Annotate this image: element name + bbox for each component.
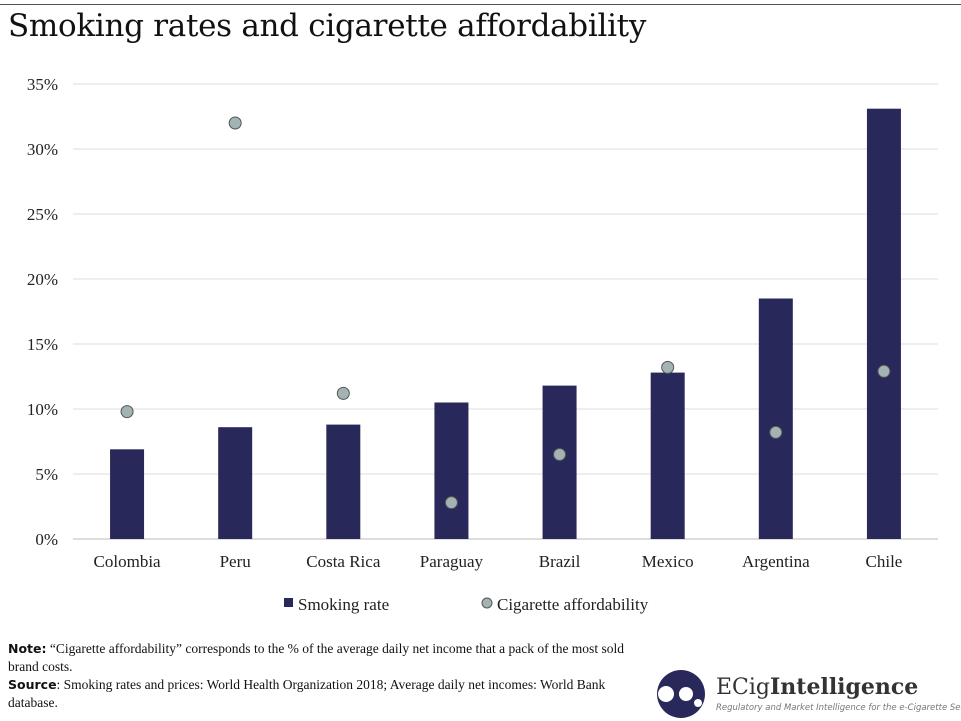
legend-label-smoking-rate: Smoking rate — [298, 595, 389, 614]
point-peru — [228, 116, 242, 130]
bar-peru — [218, 427, 253, 539]
bar-brazil — [542, 385, 577, 539]
bar-mexico — [650, 372, 685, 539]
x-tick-label: Mexico — [642, 552, 694, 571]
chart: 0% 5% 10% 15% 20% 25% 30% 35% Colombia Peru Costa … — [27, 75, 938, 614]
point-paraguay — [444, 496, 458, 510]
source-text: : Smoking rates and prices: World Health… — [8, 677, 606, 710]
bar-argentina — [758, 298, 793, 539]
notes: Note: “Cigarette affordability” correspo… — [8, 640, 658, 712]
note-label: Note: — [8, 641, 47, 656]
y-tick-label: 35% — [27, 75, 58, 94]
x-tick-label: Paraguay — [420, 552, 484, 571]
y-tick-label: 10% — [27, 400, 58, 419]
x-tick-label: Colombia — [94, 552, 162, 571]
point-costa-rica — [336, 386, 350, 400]
bar-paraguay — [434, 402, 469, 539]
point-colombia — [120, 405, 134, 419]
logo-mark-icon — [657, 670, 705, 718]
bar-costa-rica — [326, 424, 361, 539]
legend-bar-swatch — [284, 598, 293, 607]
point-chile — [877, 364, 891, 378]
legend-dot-swatch — [481, 597, 493, 609]
x-tick-label: Argentina — [742, 552, 810, 571]
y-tick-label: 0% — [35, 530, 58, 549]
point-brazil — [553, 448, 567, 461]
ecig-intelligence-logo: ECigIntelligence Regulatory and Market I… — [655, 668, 961, 718]
chart-title: Smoking rates and cigarette affordabilit… — [8, 8, 647, 44]
y-tick-label: 5% — [35, 465, 58, 484]
y-tick-label: 15% — [27, 335, 58, 354]
legend-label-affordability: Cigarette affordability — [497, 595, 649, 614]
y-tick-label: 20% — [27, 270, 58, 289]
logo-tagline: Regulatory and Market Intelligence for t… — [716, 703, 961, 713]
point-mexico — [661, 360, 675, 374]
x-tick-label: Peru — [220, 552, 252, 571]
point-argentina — [769, 425, 783, 439]
x-tick-label: Costa Rica — [306, 552, 381, 571]
y-tick-label: 25% — [27, 205, 58, 224]
y-tick-label: 30% — [27, 140, 58, 159]
bar-chile — [866, 108, 901, 539]
note-text: “Cigarette affordability” corresponds to… — [8, 641, 624, 674]
logo-brand: ECigIntelligence — [716, 674, 919, 700]
x-tick-label: Brazil — [539, 552, 581, 571]
top-rule — [0, 4, 961, 5]
source-label: Source — [8, 677, 57, 692]
bar-colombia — [110, 449, 145, 539]
x-tick-label: Chile — [866, 552, 903, 571]
